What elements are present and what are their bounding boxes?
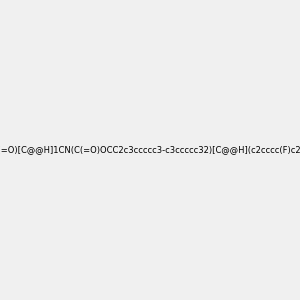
Text: OC(=O)[C@@H]1CN(C(=O)OCC2c3ccccc3-c3ccccc32)[C@@H](c2cccc(F)c2)C1: OC(=O)[C@@H]1CN(C(=O)OCC2c3ccccc3-c3cccc…	[0, 146, 300, 154]
